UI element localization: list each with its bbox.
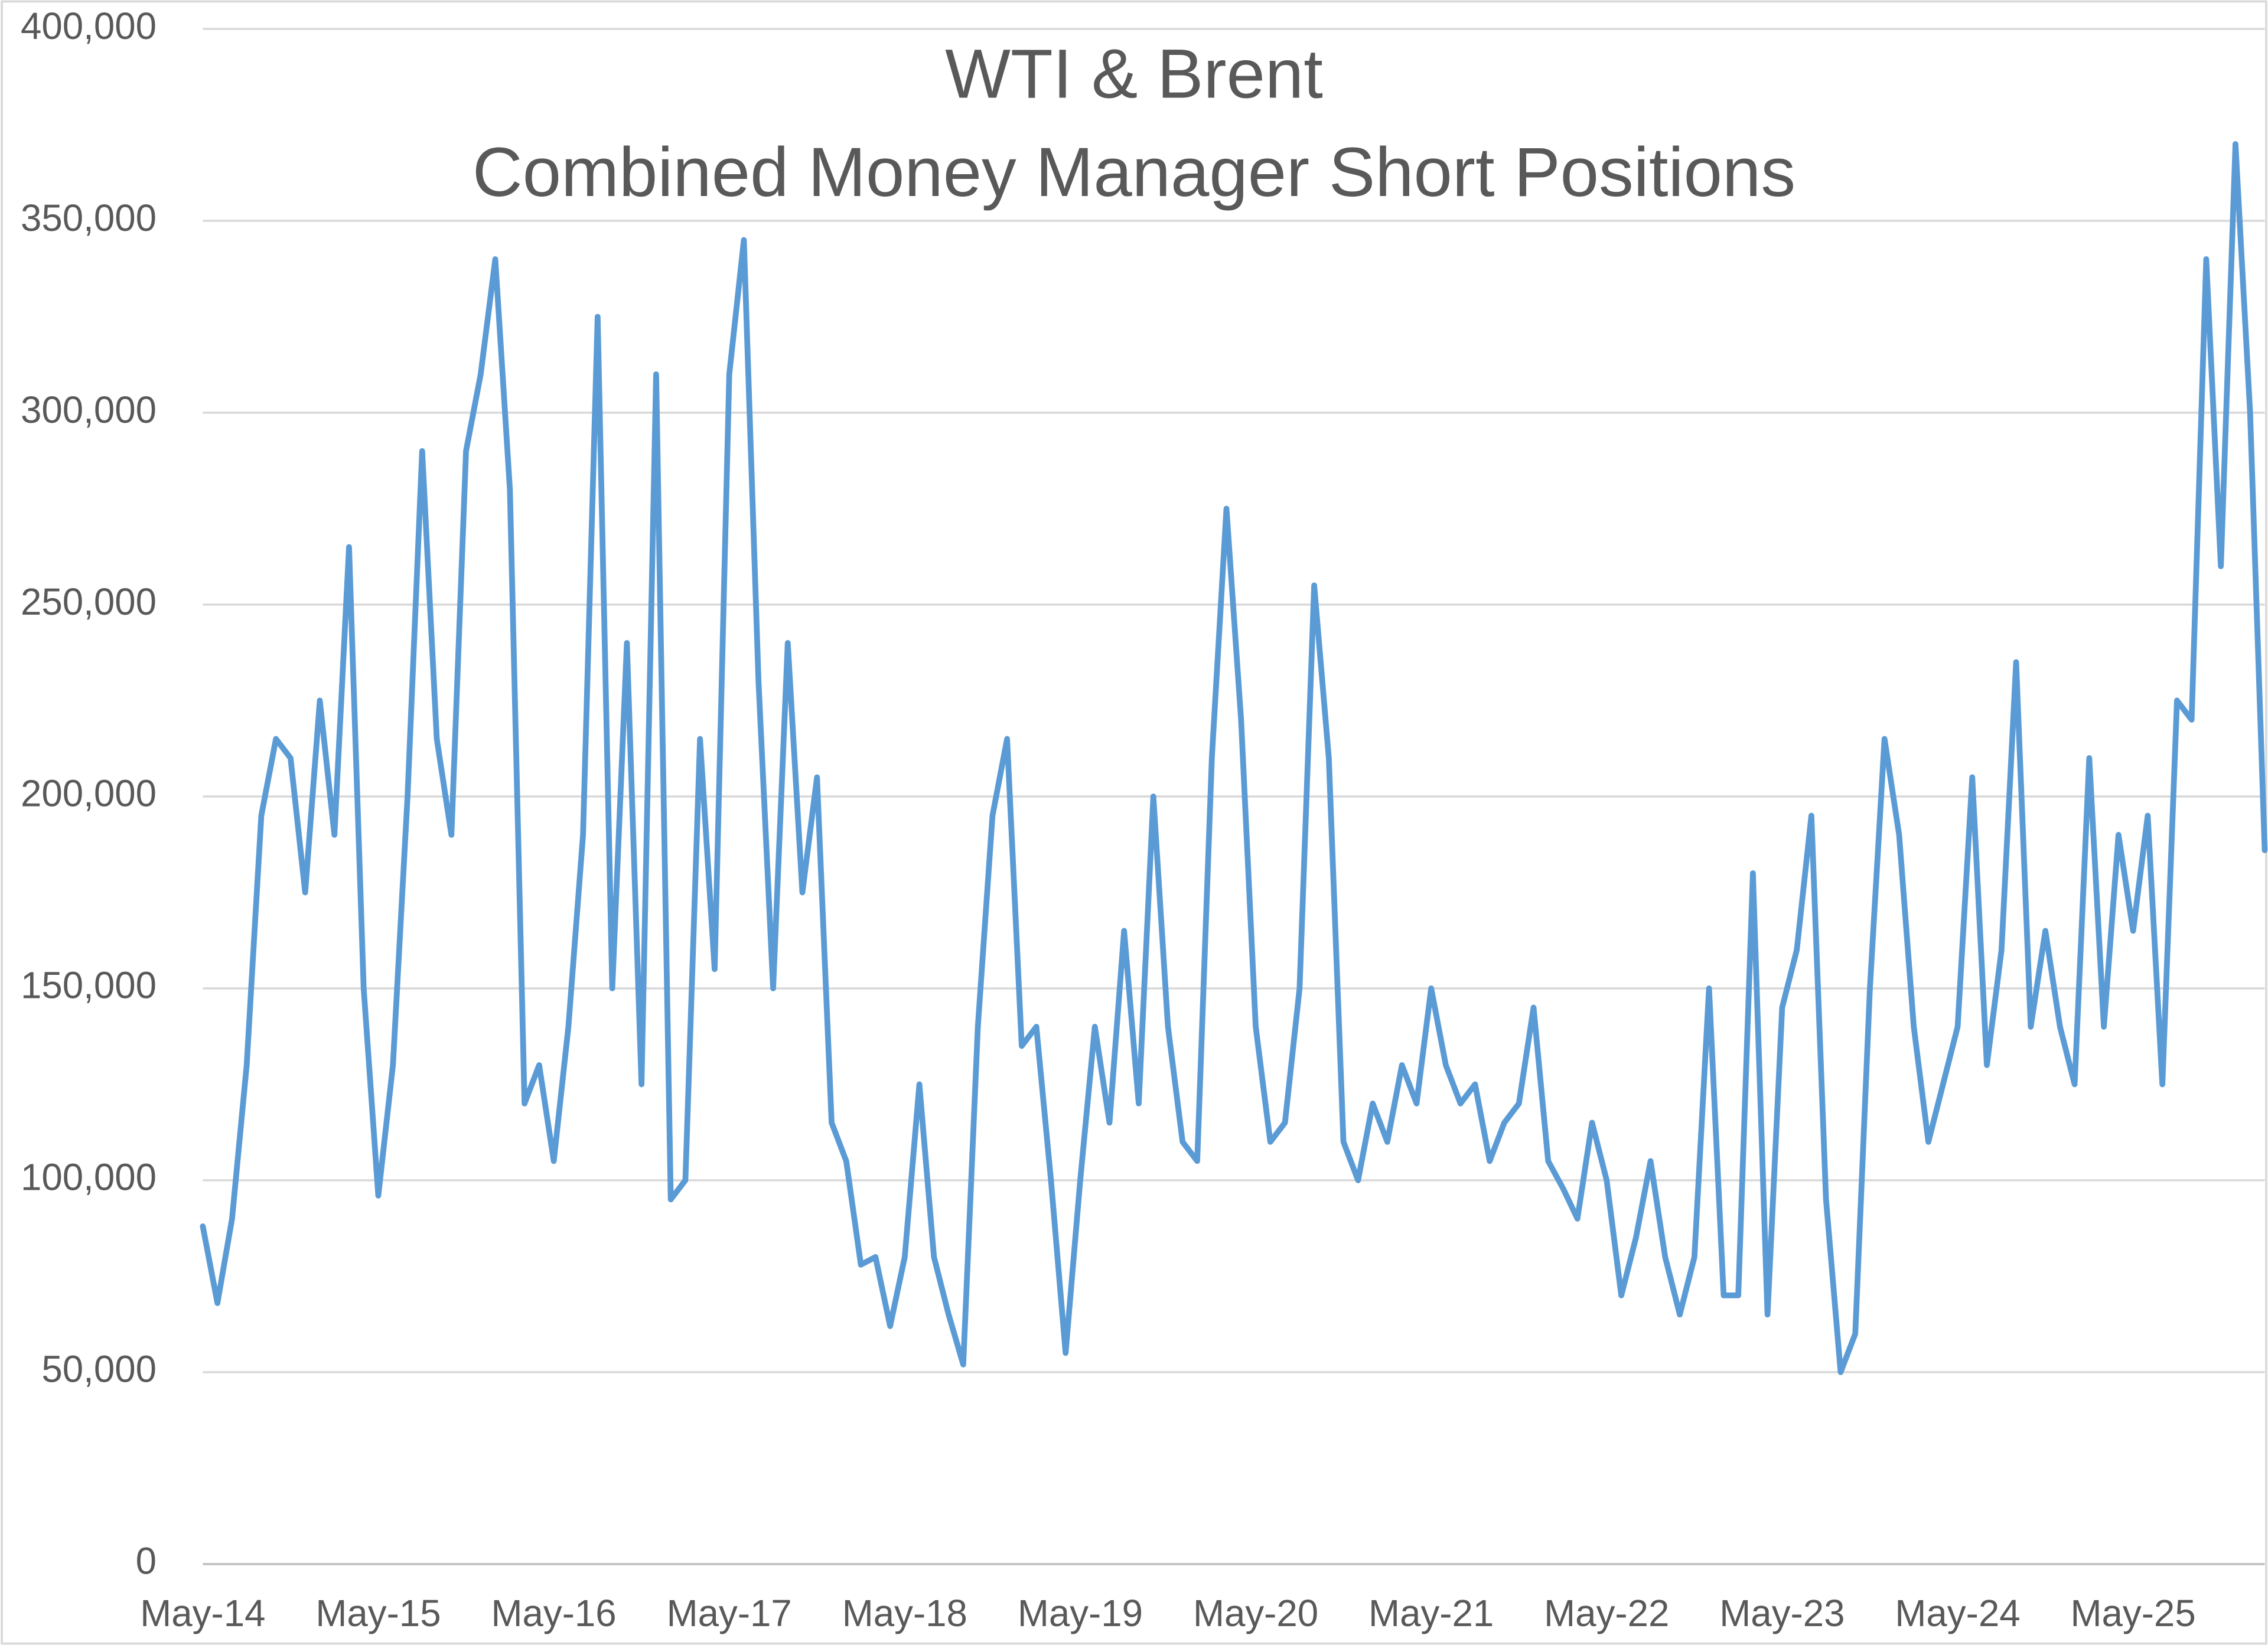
chart-subtitle: Combined Money Manager Short Positions bbox=[472, 133, 1795, 211]
y-tick-label: 100,000 bbox=[21, 1157, 157, 1199]
chart-title: WTI & Brent bbox=[945, 35, 1323, 113]
y-tick-label: 0 bbox=[136, 1540, 157, 1582]
x-tick-label: May-17 bbox=[667, 1592, 792, 1634]
x-tick-label: May-16 bbox=[491, 1592, 617, 1634]
x-tick-label: May-22 bbox=[1544, 1592, 1669, 1634]
y-tick-label: 400,000 bbox=[21, 5, 157, 47]
x-tick-label: May-25 bbox=[2071, 1592, 2196, 1634]
x-tick-label: May-19 bbox=[1018, 1592, 1143, 1634]
y-tick-label: 200,000 bbox=[21, 773, 157, 815]
x-tick-label: May-15 bbox=[315, 1592, 441, 1634]
x-tick-label: May-18 bbox=[842, 1592, 967, 1634]
y-tick-label: 250,000 bbox=[21, 581, 157, 623]
x-tick-label: May-23 bbox=[1719, 1592, 1845, 1634]
x-tick-label: May-21 bbox=[1368, 1592, 1494, 1634]
y-tick-label: 350,000 bbox=[21, 197, 157, 239]
y-tick-label: 150,000 bbox=[21, 965, 157, 1007]
x-tick-label: May-20 bbox=[1193, 1592, 1318, 1634]
y-tick-label: 300,000 bbox=[21, 389, 157, 431]
plot bbox=[200, 141, 2268, 1375]
x-tick-label: May-14 bbox=[140, 1592, 265, 1634]
y-tick-label: 50,000 bbox=[41, 1349, 157, 1391]
line-series bbox=[200, 141, 2268, 1375]
x-tick-label: May-24 bbox=[1895, 1592, 2020, 1634]
